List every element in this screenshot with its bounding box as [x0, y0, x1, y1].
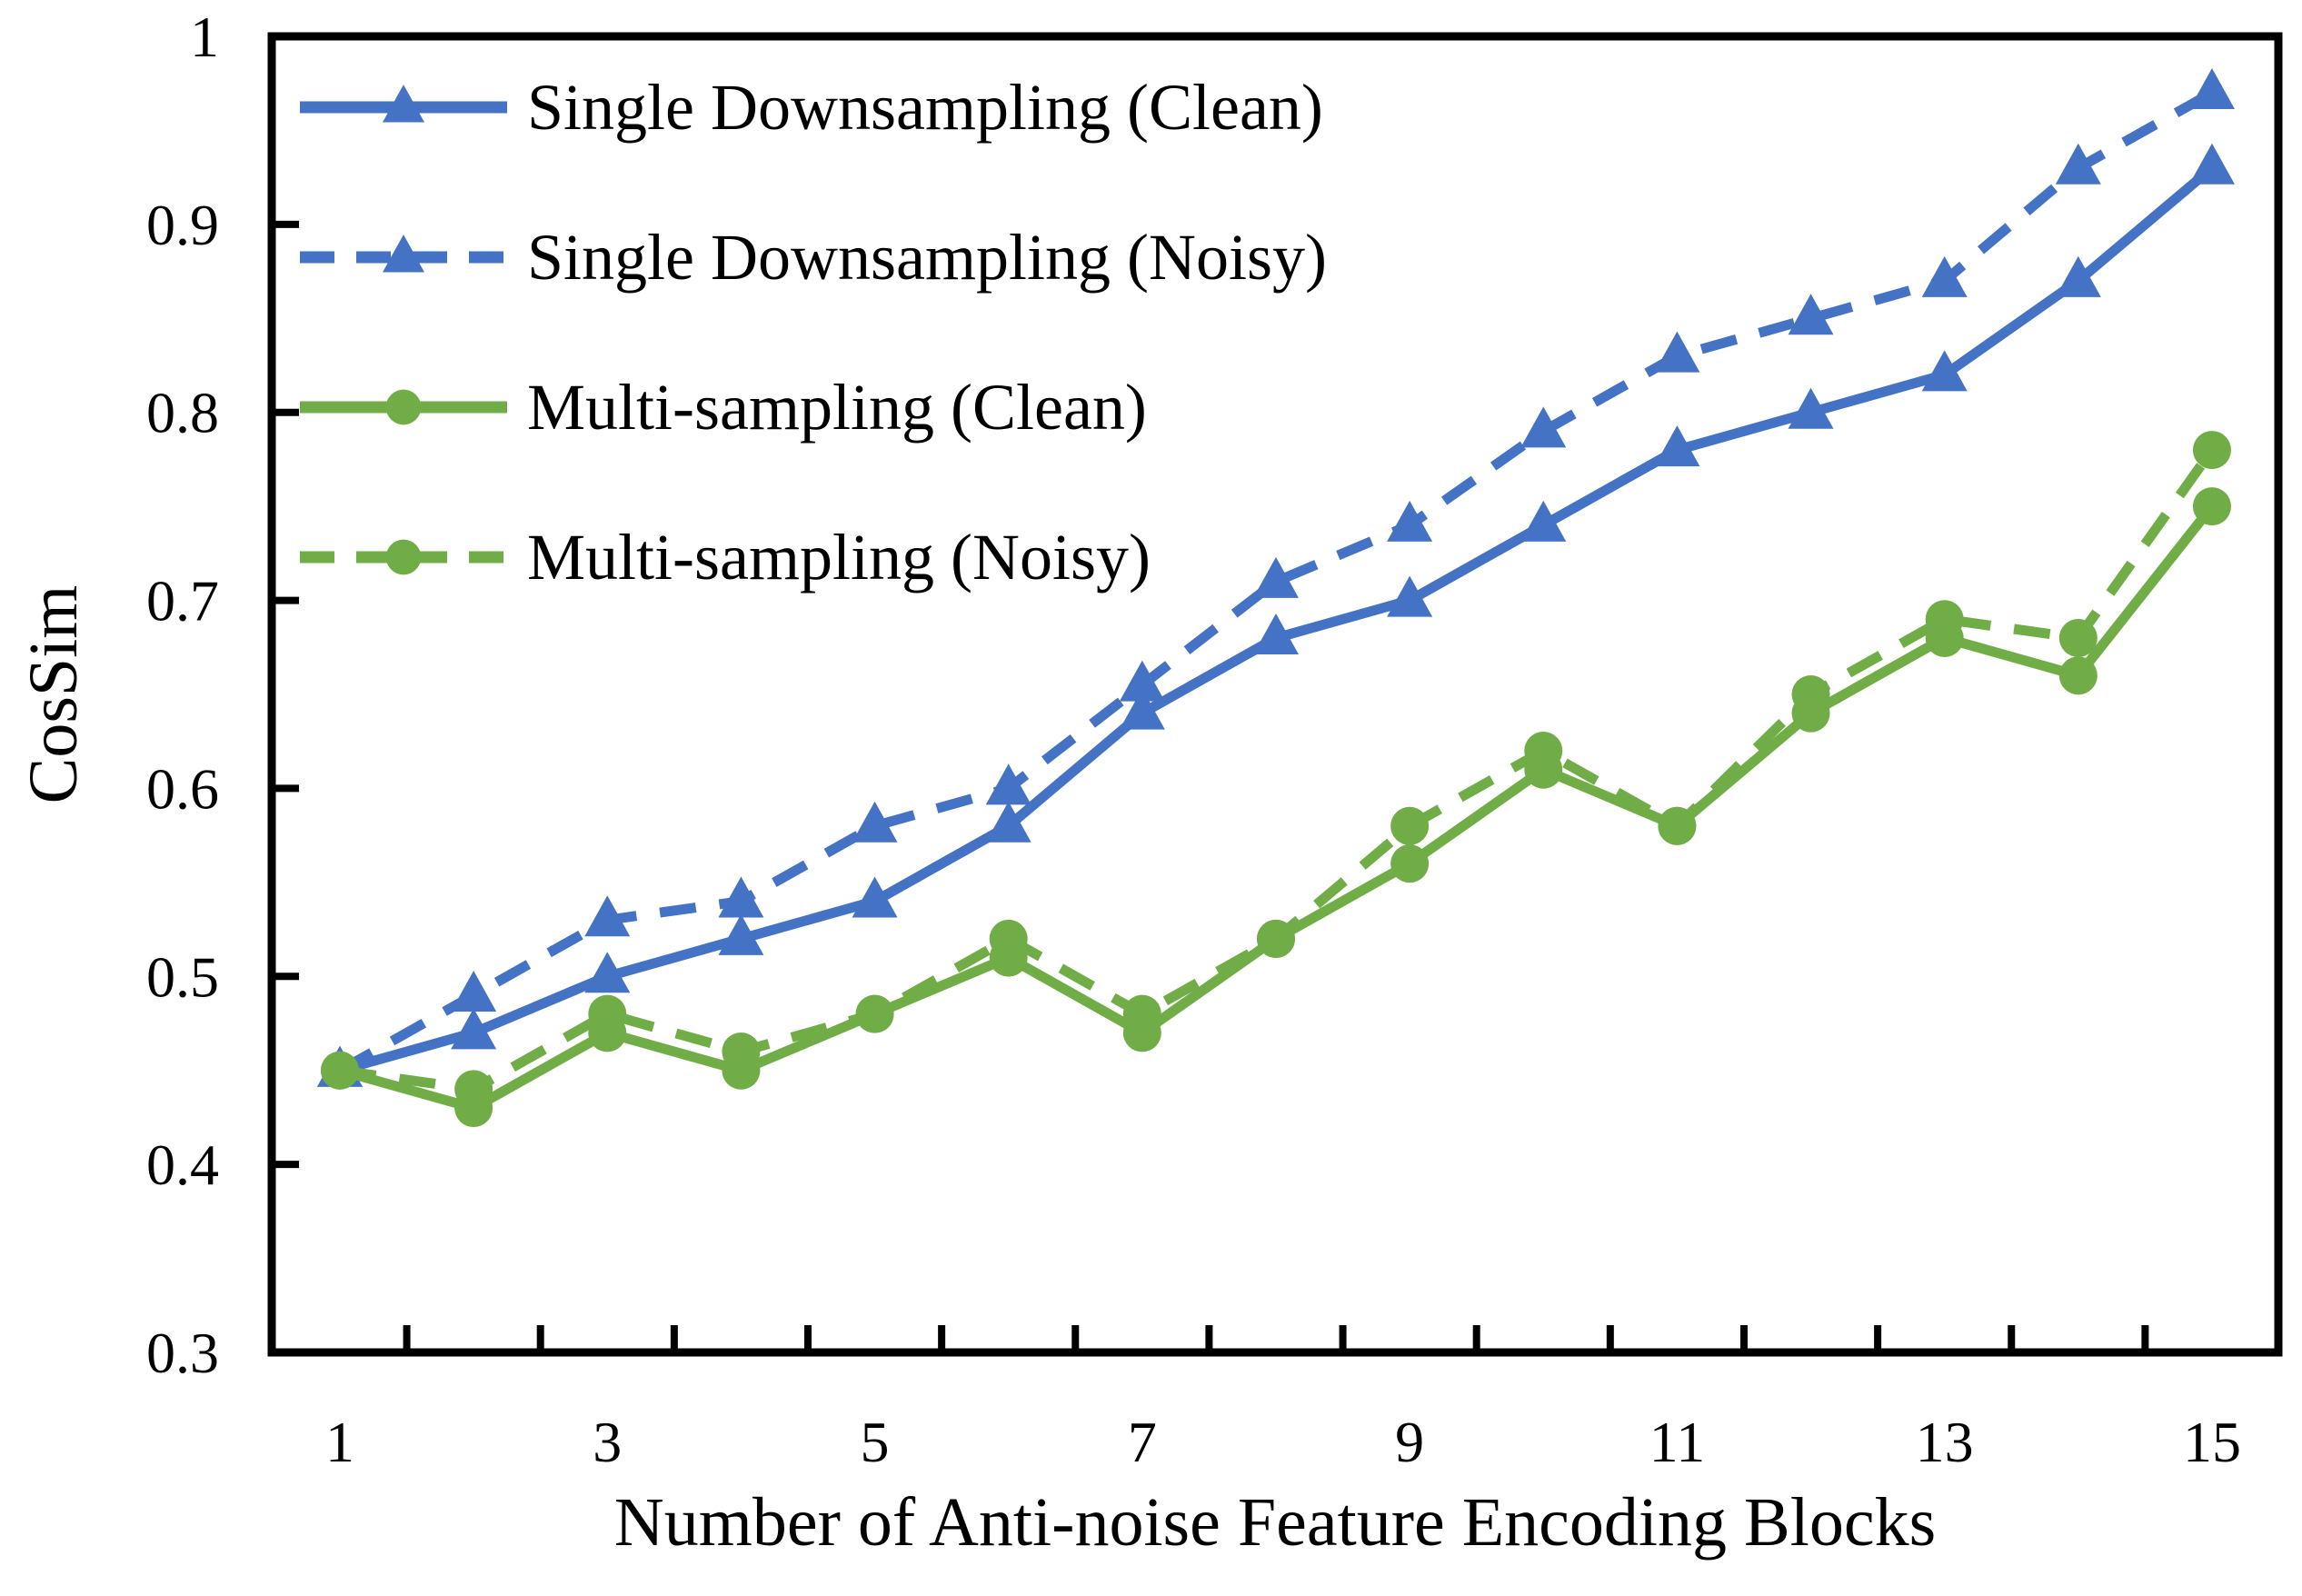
data-series	[317, 68, 2235, 1128]
plot-frame	[267, 32, 2283, 1357]
legend-sample-marker	[383, 234, 424, 273]
series-marker-single-downsampling-noisy	[1788, 294, 1834, 335]
series-marker-multi-sampling-noisy	[2192, 431, 2231, 470]
x-tick-label: 1	[325, 1410, 354, 1474]
axes: 10.90.80.70.60.50.40.31 3 5 7 9 11 13 15	[146, 5, 2283, 1474]
series-marker-multi-sampling-noisy	[321, 1051, 359, 1090]
y-tick-label: 0.7	[146, 569, 219, 633]
x-tick-label: 9	[1395, 1410, 1424, 1474]
series-marker-multi-sampling-noisy	[588, 994, 627, 1033]
x-tick-label: 11	[1649, 1410, 1706, 1474]
series-marker-single-downsampling-noisy	[584, 895, 631, 937]
series-marker-single-downsampling-clean	[451, 1008, 497, 1050]
series-marker-single-downsampling-clean	[1788, 387, 1834, 429]
series-marker-single-downsampling-clean	[2188, 143, 2235, 185]
series-marker-multi-sampling-clean	[2192, 487, 2231, 526]
series-marker-multi-sampling-noisy	[722, 1032, 761, 1072]
series-marker-single-downsampling-clean	[2055, 255, 2101, 297]
x-axis-title: Number of Anti-noise Feature Encoding Bl…	[614, 1484, 1936, 1561]
series-line-single-downsampling-noisy	[337, 88, 2215, 1075]
series-marker-single-downsampling-noisy	[1252, 556, 1299, 598]
series-marker-single-downsampling-clean	[1921, 350, 1968, 392]
y-tick-label: 0.3	[146, 1321, 219, 1385]
series-marker-multi-sampling-noisy	[1122, 994, 1161, 1033]
legend-label-single-downsampling-noisy: Single Downsampling (Noisy)	[527, 221, 1327, 294]
series-marker-single-downsampling-noisy	[2188, 68, 2235, 110]
series-marker-single-downsampling-clean	[1252, 613, 1299, 654]
x-tick-label: 7	[1128, 1410, 1157, 1474]
series-marker-multi-sampling-noisy	[1390, 806, 1430, 845]
series-marker-single-downsampling-noisy	[451, 970, 497, 1012]
series-marker-multi-sampling-clean	[2058, 656, 2098, 695]
series-marker-single-downsampling-noisy	[985, 763, 1031, 805]
y-tick-label: 0.5	[146, 944, 219, 1009]
series-marker-multi-sampling-noisy	[1791, 675, 1830, 713]
series-marker-multi-sampling-noisy	[454, 1070, 493, 1109]
series-marker-single-downsampling-clean	[1387, 575, 1433, 617]
y-tick-label: 0.6	[146, 756, 219, 821]
x-tick-label: 15	[2183, 1410, 2241, 1474]
series-marker-single-downsampling-noisy	[1119, 660, 1165, 702]
series-marker-single-downsampling-clean	[1654, 425, 1700, 467]
legend	[300, 85, 507, 575]
series-marker-single-downsampling-noisy	[2055, 143, 2101, 185]
series-marker-single-downsampling-clean	[852, 876, 898, 918]
x-tick-label: 3	[593, 1410, 622, 1474]
legend-item-single-downsampling-clean	[300, 85, 507, 123]
series-marker-single-downsampling-clean	[584, 952, 631, 993]
series-marker-single-downsampling-clean	[718, 913, 764, 955]
series-marker-single-downsampling-clean	[1520, 500, 1567, 542]
y-axis-title: CosSim	[15, 585, 92, 804]
legend-item-single-downsampling-noisy	[300, 234, 507, 273]
legend-sample-marker	[385, 539, 422, 575]
series-marker-multi-sampling-noisy	[2058, 618, 2098, 657]
legend-item-multi-sampling-clean	[300, 389, 507, 425]
legend-label-single-downsampling-clean: Single Downsampling (Clean)	[527, 71, 1323, 144]
legend-label-multi-sampling-noisy: Multi-sampling (Noisy)	[527, 521, 1151, 594]
y-tick-label: 0.8	[146, 381, 219, 445]
series-marker-multi-sampling-clean	[1390, 844, 1430, 883]
series-marker-multi-sampling-noisy	[855, 994, 894, 1033]
series-marker-multi-sampling-noisy	[1658, 806, 1697, 845]
series-marker-single-downsampling-noisy	[1520, 406, 1567, 448]
y-tick-label: 0.4	[146, 1132, 219, 1197]
series-marker-multi-sampling-noisy	[1925, 600, 1964, 639]
series-marker-single-downsampling-noisy	[718, 876, 764, 918]
series-marker-single-downsampling-noisy	[1921, 255, 1968, 297]
y-tick-label: 0.9	[146, 193, 219, 257]
series-marker-single-downsampling-noisy	[1654, 331, 1700, 373]
x-tick-label: 5	[861, 1410, 890, 1474]
y-tick-label: 1	[190, 5, 219, 69]
series-marker-single-downsampling-noisy	[852, 801, 898, 843]
series-marker-single-downsampling-clean	[985, 801, 1031, 843]
series-marker-multi-sampling-noisy	[1524, 732, 1563, 771]
x-tick-label: 13	[1916, 1410, 1974, 1474]
series-marker-single-downsampling-noisy	[1387, 500, 1433, 542]
legend-item-multi-sampling-noisy	[300, 539, 507, 575]
series-marker-multi-sampling-noisy	[1256, 919, 1295, 958]
legend-sample-marker	[385, 389, 422, 425]
series-marker-multi-sampling-noisy	[989, 919, 1028, 958]
series-marker-single-downsampling-clean	[1119, 688, 1165, 730]
legend-sample-marker	[383, 85, 424, 123]
legend-label-multi-sampling-clean: Multi-sampling (Clean)	[527, 371, 1147, 444]
